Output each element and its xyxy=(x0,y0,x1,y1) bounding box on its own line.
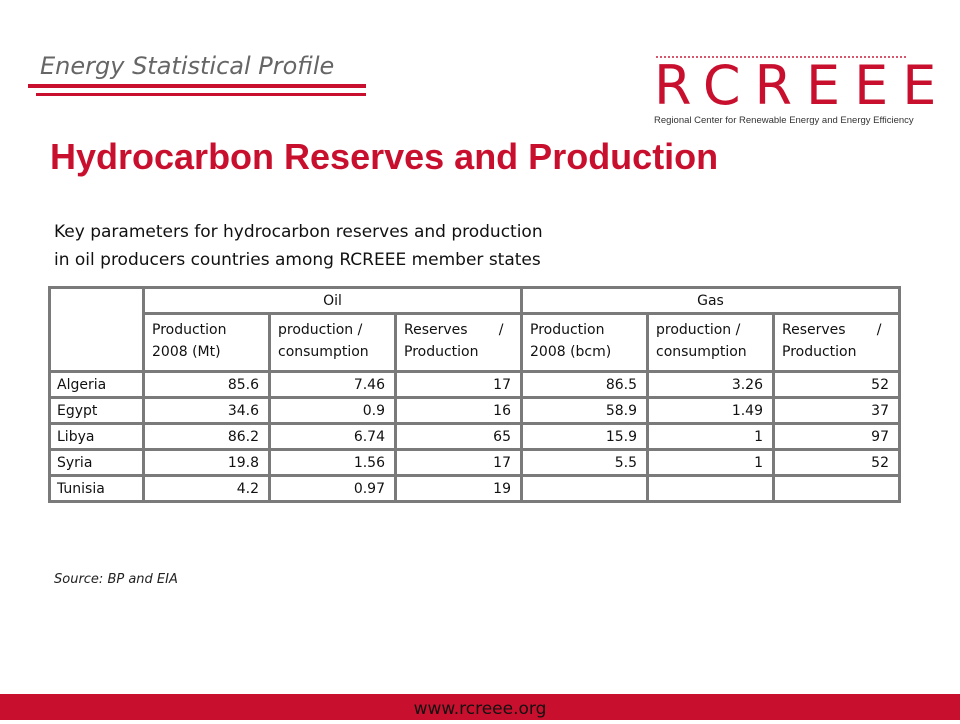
corner-cell xyxy=(48,286,145,373)
value-cell: 17 xyxy=(394,448,523,477)
group-header-oil: Oil xyxy=(142,286,523,315)
table-subheader-row: Production 2008 (Mt) production / consumpt… xyxy=(50,312,901,373)
group-header-gas: Gas xyxy=(520,286,901,315)
table-row: Algeria 85.6 7.46 17 86.5 3.26 52 xyxy=(48,370,901,399)
country-cell: Tunisia xyxy=(48,474,145,503)
value-cell: 1 xyxy=(646,422,775,451)
country-cell: Libya xyxy=(48,422,145,451)
value-cell: 52 xyxy=(772,448,901,477)
table-row: Syria 19.8 1.56 17 5.5 1 52 xyxy=(48,448,901,477)
value-cell: 1.49 xyxy=(646,396,775,425)
column-header: Reserves / Production xyxy=(772,312,901,373)
country-cell: Algeria xyxy=(48,370,145,399)
country-cell: Egypt xyxy=(48,396,145,425)
value-cell: 37 xyxy=(772,396,901,425)
column-header: Production 2008 (Mt) xyxy=(142,312,271,373)
column-header: production / consumption xyxy=(268,312,397,373)
table-row: Egypt 34.6 0.9 16 58.9 1.49 37 xyxy=(48,396,901,425)
value-cell: 3.26 xyxy=(646,370,775,399)
value-cell: 16 xyxy=(394,396,523,425)
country-cell: Syria xyxy=(48,448,145,477)
value-cell: 19 xyxy=(394,474,523,503)
value-cell: 15.9 xyxy=(520,422,649,451)
column-header: Production 2008 (bcm) xyxy=(520,312,649,373)
value-cell: 19.8 xyxy=(142,448,271,477)
rcreee-logo: RCREEE Regional Center for Renewable Ene… xyxy=(648,42,936,132)
value-cell: 65 xyxy=(394,422,523,451)
header-rule-top xyxy=(28,84,366,88)
table-row: Libya 86.2 6.74 65 15.9 1 97 xyxy=(48,422,901,451)
value-cell: 5.5 xyxy=(520,448,649,477)
value-cell xyxy=(520,474,649,503)
value-cell: 6.74 xyxy=(268,422,397,451)
table-row: Tunisia 4.2 0.97 19 xyxy=(48,474,901,503)
value-cell: 86.2 xyxy=(142,422,271,451)
value-cell: 7.46 xyxy=(268,370,397,399)
value-cell: 0.9 xyxy=(268,396,397,425)
slide-title: Hydrocarbon Reserves and Production xyxy=(50,136,719,177)
value-cell xyxy=(646,474,775,503)
caption-line-2: in oil producers countries among RCREEE … xyxy=(54,250,541,270)
value-cell: 52 xyxy=(772,370,901,399)
logo-arabic-tagline xyxy=(656,46,906,58)
logo-wordmark: RCREEE xyxy=(654,54,951,117)
value-cell: 17 xyxy=(394,370,523,399)
value-cell: 97 xyxy=(772,422,901,451)
value-cell: 0.97 xyxy=(268,474,397,503)
value-cell: 58.9 xyxy=(520,396,649,425)
hydrocarbon-table: Oil Gas Production 2008 (Mt) production /… xyxy=(48,286,901,503)
value-cell: 86.5 xyxy=(520,370,649,399)
value-cell xyxy=(772,474,901,503)
value-cell: 85.6 xyxy=(142,370,271,399)
column-header: Reserves / Production xyxy=(394,312,523,373)
footer-bar: www.rcreee.org xyxy=(0,694,960,720)
header-rule-bottom xyxy=(36,93,366,96)
value-cell: 34.6 xyxy=(142,396,271,425)
source-note: Source: BP and EIA xyxy=(54,572,178,587)
value-cell: 1 xyxy=(646,448,775,477)
value-cell: 1.56 xyxy=(268,448,397,477)
value-cell: 4.2 xyxy=(142,474,271,503)
caption-line-1: Key parameters for hydrocarbon reserves … xyxy=(54,222,543,242)
table-caption: Key parameters for hydrocarbon reserves … xyxy=(54,218,654,274)
footer-url[interactable]: www.rcreee.org xyxy=(413,699,547,719)
column-header: production / consumption xyxy=(646,312,775,373)
table-group-header-row: Oil Gas xyxy=(48,286,901,373)
profile-title: Energy Statistical Profile xyxy=(40,52,335,80)
logo-tagline: Regional Center for Renewable Energy and… xyxy=(654,115,914,126)
